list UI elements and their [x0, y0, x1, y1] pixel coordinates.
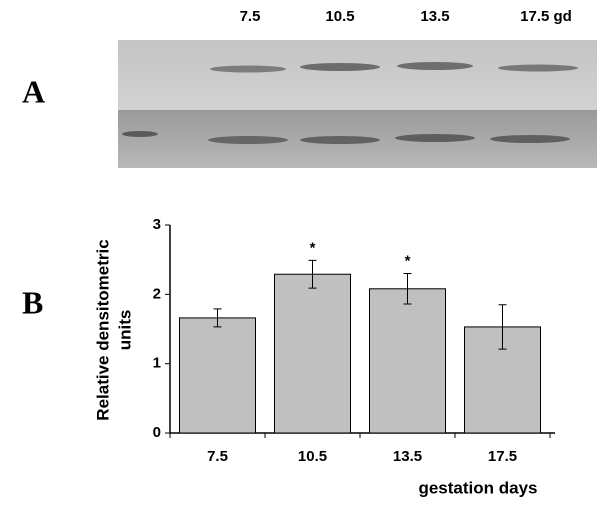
blot-band — [300, 63, 380, 71]
blot — [118, 40, 597, 168]
y-axis-label: units — [115, 310, 134, 351]
blot-band — [498, 64, 578, 72]
blot-band — [208, 136, 288, 144]
error-bar — [498, 304, 507, 350]
significance-mark: * — [310, 239, 316, 256]
lane-label: 13.5 — [420, 8, 449, 25]
error-bar — [213, 308, 222, 328]
blot-band — [397, 62, 473, 70]
panel-label: A — [22, 73, 45, 109]
bar — [274, 273, 351, 434]
panel-label: B — [22, 284, 43, 320]
y-axis-label: Relative densitometric — [93, 239, 112, 420]
lane-label: 17.5 gd — [520, 8, 572, 25]
blot-upper — [118, 40, 597, 110]
y-tick-label: 0 — [153, 424, 161, 441]
x-tick-label: 10.5 — [298, 448, 327, 465]
error-bar — [403, 273, 412, 305]
y-tick-label: 2 — [153, 285, 161, 302]
lane-label: 7.5 — [240, 8, 261, 25]
significance-mark: * — [405, 253, 411, 270]
y-tick-label: 1 — [153, 355, 161, 372]
blot-band — [210, 65, 286, 73]
y-tick-label: 3 — [153, 216, 161, 233]
lane-label: 10.5 — [325, 8, 354, 25]
x-axis-label: gestation days — [418, 478, 537, 497]
error-bar — [308, 259, 317, 289]
blot-band — [300, 136, 380, 144]
bar — [179, 317, 256, 434]
bar — [369, 288, 446, 434]
x-tick-label: 17.5 — [488, 448, 517, 465]
x-tick-label: 7.5 — [207, 448, 228, 465]
blot-band — [395, 134, 475, 142]
blot-band — [490, 135, 570, 143]
blot-band — [122, 131, 158, 137]
x-tick-label: 13.5 — [393, 448, 422, 465]
